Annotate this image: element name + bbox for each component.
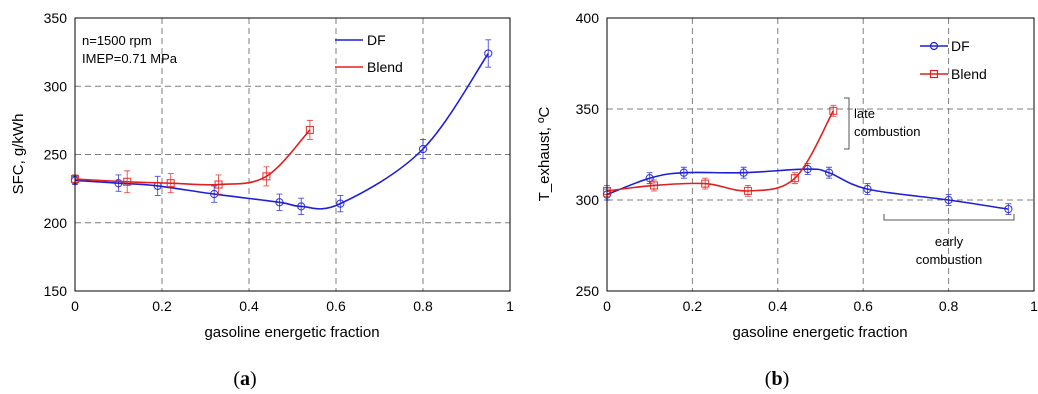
panel-b-x-tick-label: 0 <box>603 298 611 314</box>
panel-a-series-blend-errorbar <box>215 174 222 195</box>
panel-a-series-blend-point <box>214 180 223 189</box>
panel-b-plot-frame <box>606 17 1035 292</box>
panel-b-x-tick-label: 1 <box>1030 298 1038 314</box>
panel-a-series-df-point <box>275 198 284 207</box>
panel-b-series-blend-line <box>606 110 834 192</box>
panel-a-x-tick-label: 0 <box>71 298 79 314</box>
panel-b-series-blend-point <box>701 179 710 188</box>
panel-b-series-blend-point <box>829 106 838 115</box>
panel-a-caption: (a) <box>233 368 256 390</box>
panel-a-legend-blend-label: Blend <box>367 59 403 75</box>
panel-b-series-df-point <box>944 195 953 205</box>
panel-a-series <box>70 39 493 216</box>
panel-a-y-tick-label: 350 <box>44 10 68 26</box>
panel-a-series-df-line <box>74 53 489 210</box>
panel-b-early-combustion-label: early combustion <box>916 234 982 267</box>
panel-b-y-tick-label: 350 <box>576 101 600 117</box>
panel-b-series-df-point <box>739 168 748 177</box>
panel-a-series-df-point <box>114 179 123 188</box>
panel-a-annotation-speed: n=1500 rpm <box>82 33 152 48</box>
panel-a-x-tick-label: 0.2 <box>152 298 172 314</box>
panel-b-x-tick-label: 0.4 <box>768 298 788 314</box>
panel-b-y-tick-label: 300 <box>576 192 600 208</box>
panel-b-legend-df-label: DF <box>951 38 970 54</box>
panel-a-series-df-point <box>418 144 428 154</box>
panel-b-series-df-point <box>824 168 834 177</box>
panel-b-x-axis-label: gasoline energetic fraction <box>732 324 907 341</box>
panel-a-series-blend-point <box>123 177 132 186</box>
panel-b-x-tick-label: 0.6 <box>853 298 873 314</box>
panel-a-y-tick-label: 250 <box>44 147 68 163</box>
panel-a-series-blend-errorbar <box>263 166 270 187</box>
panel-a-chart: 0 0.2 0.4 0.6 0.8 1 150 200 250 300 350 gasoline e… <box>10 10 514 390</box>
panel-a-x-tick-label: 0.4 <box>239 298 259 314</box>
panel-a-series-df-point <box>336 199 345 208</box>
late-combustion-line: combustion <box>854 124 920 139</box>
early-combustion-line: combustion <box>916 252 982 267</box>
panel-a-series-blend-errorbar <box>124 170 131 194</box>
panel-b-series <box>602 104 1013 216</box>
panel-a-series-df-errorbar <box>211 185 218 203</box>
panel-b-series-df-point <box>1004 204 1013 214</box>
panel-a-series-df-point <box>484 49 493 58</box>
late-combustion-line: late <box>854 106 875 121</box>
panel-b-series-df-point <box>645 174 654 183</box>
panel-b-series-blend-point <box>790 174 799 183</box>
panel-b-chart: 0 0.2 0.4 0.6 0.8 1 250 300 350 400 gasoline ener… <box>536 10 1038 390</box>
panel-a-series-blend-point <box>305 125 314 134</box>
panel-a-grid <box>75 18 510 291</box>
panel-b-y-axis-label: T_exhaust, ºC <box>536 106 553 201</box>
panel-a-x-tick-label: 0.8 <box>413 298 433 314</box>
panel-b-series-blend-point <box>743 186 752 195</box>
panel-a-y-tick-label: 300 <box>44 78 68 94</box>
panel-b-series-df-point <box>863 184 872 194</box>
panel-b-x-tick-label: 0.8 <box>939 298 959 314</box>
panel-a-x-axis-label: gasoline energetic fraction <box>204 324 379 341</box>
panel-a-plot-frame <box>74 17 511 292</box>
panel-a-series-df-point <box>297 202 306 211</box>
panel-a-series-blend-errorbar <box>167 173 174 194</box>
panel-a-series-df-errorbar <box>115 174 122 192</box>
panel-a-series-df-errorbar <box>298 197 305 216</box>
panel-a-tick-labels: 0 0.2 0.4 0.6 0.8 1 150 200 250 300 350 <box>44 10 514 314</box>
panel-b-x-tick-label: 0.2 <box>683 298 703 314</box>
panel-a-series-blend-point <box>262 172 271 181</box>
panel-a-y-axis-label: SFC, g/kWh <box>10 114 27 195</box>
panel-b-y-tick-label: 250 <box>576 283 600 299</box>
panel-b-late-combustion-label: late combustion <box>854 106 920 139</box>
panel-a-x-tick-label: 0.6 <box>326 298 346 314</box>
panel-b-legend-blend-marker <box>929 69 939 79</box>
panel-b-legend-blend-label: Blend <box>951 66 987 82</box>
panel-a-series-df-errorbar <box>337 195 344 213</box>
panel-b-grid <box>607 18 1034 291</box>
panel-b-early-combustion-bracket <box>883 214 1015 221</box>
panel-b-series-df-point <box>679 168 689 177</box>
panel-b-series-blend-point <box>649 181 659 190</box>
panel-a-series-df-errorbar <box>485 39 492 68</box>
panel-a-annotation-imep: IMEP=0.71 MPa <box>82 51 178 66</box>
panel-b-series-df-point <box>803 164 812 174</box>
panel-b-legend-df-marker <box>929 41 939 51</box>
early-combustion-line: early <box>935 234 964 249</box>
panel-a-caption-letter: a <box>240 368 250 390</box>
panel-b-late-combustion-bracket <box>844 97 850 150</box>
panel-a-series-df-errorbar <box>420 139 426 160</box>
panel-a-y-tick-label: 150 <box>44 283 68 299</box>
panel-b-caption: (b) <box>765 368 789 390</box>
panel-a-x-tick-label: 1 <box>506 298 514 314</box>
panel-a-series-df-errorbar <box>276 193 283 211</box>
panel-a-y-tick-label: 200 <box>44 215 68 231</box>
panel-b-tick-labels: 0 0.2 0.4 0.6 0.8 1 250 300 350 400 <box>576 10 1038 314</box>
panel-b-caption-letter: b <box>771 368 782 390</box>
panel-a-series-blend-point <box>166 179 175 188</box>
panel-a-series-df-errorbar <box>154 175 161 196</box>
panel-a-series-blend-line <box>74 129 311 186</box>
panel-a-legend-df-label: DF <box>367 32 386 48</box>
panel-b-y-tick-label: 400 <box>576 10 600 26</box>
panel-a-series-blend-errorbar <box>306 119 313 140</box>
